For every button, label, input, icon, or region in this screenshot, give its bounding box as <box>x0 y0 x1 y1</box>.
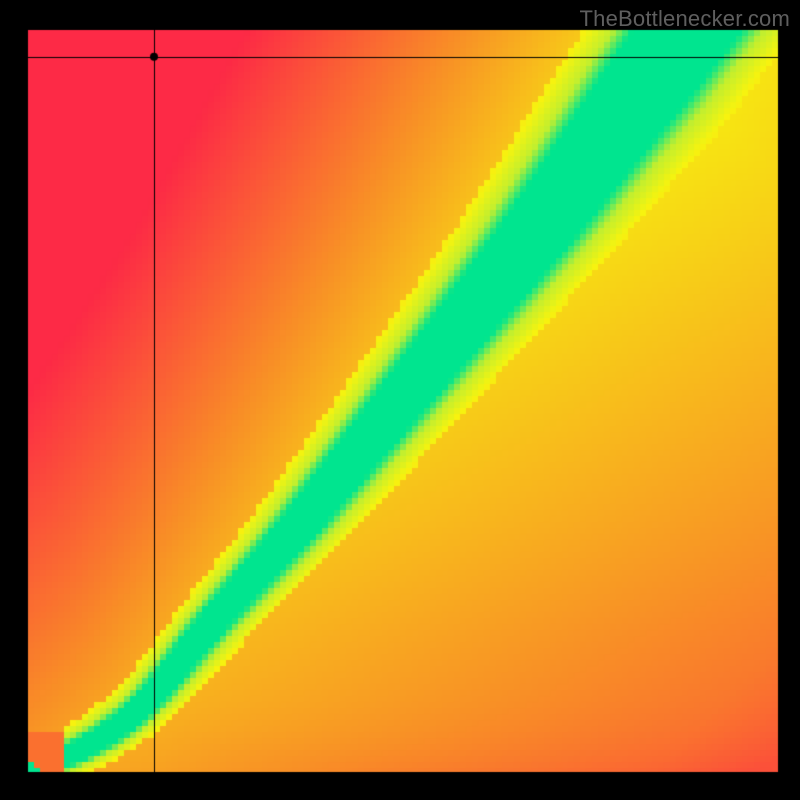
bottleneck-heatmap-canvas <box>0 0 800 800</box>
watermark-text: TheBottlenecker.com <box>580 6 790 32</box>
chart-container: TheBottlenecker.com <box>0 0 800 800</box>
